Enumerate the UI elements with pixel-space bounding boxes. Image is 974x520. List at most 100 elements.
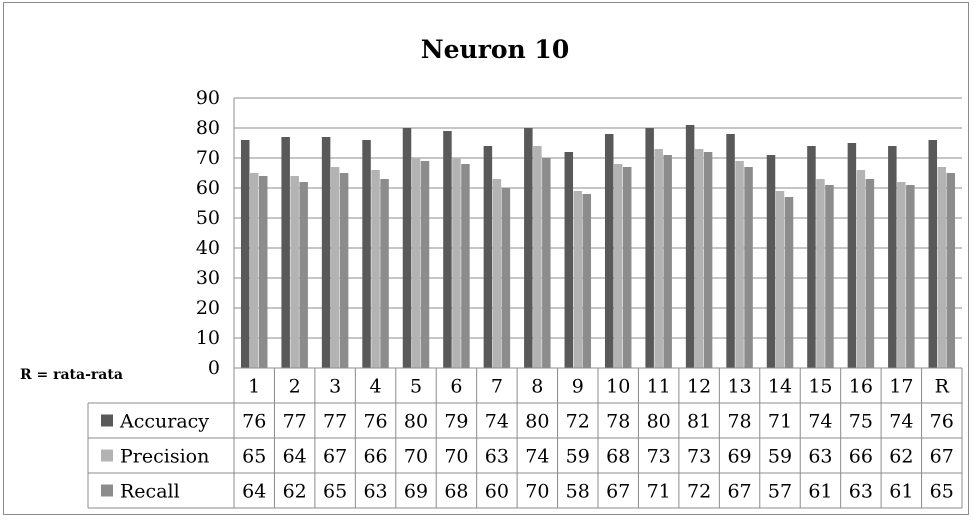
bar-accuracy-8: [524, 128, 533, 368]
bar-accuracy-11: [645, 128, 654, 368]
bar-accuracy-10: [604, 134, 614, 368]
category-label: 9: [572, 376, 584, 398]
bar-precision-5: [411, 158, 421, 368]
data-label-accuracy: 76: [242, 411, 266, 433]
data-label-precision: 59: [768, 446, 792, 468]
bar-precision-2: [290, 176, 299, 368]
bar-accuracy-1: [240, 140, 250, 368]
data-label-precision: 70: [404, 446, 428, 468]
data-label-precision: 67: [323, 446, 347, 468]
category-label: 3: [329, 376, 341, 398]
category-label: 8: [531, 376, 543, 398]
bar-precision-12: [694, 149, 704, 368]
data-label-accuracy: 79: [444, 411, 468, 433]
chart-title: Neuron 10: [421, 35, 569, 64]
bar-precision-9: [573, 191, 583, 368]
bar-precision-3: [330, 167, 340, 368]
bar-recall-16: [865, 179, 875, 368]
y-tick-label: 60: [196, 177, 220, 199]
bar-recall-15: [825, 185, 834, 368]
data-label-recall: 68: [444, 481, 468, 503]
data-label-accuracy: 80: [525, 411, 549, 433]
category-label: 17: [889, 376, 913, 398]
data-label-accuracy: 77: [323, 411, 347, 433]
bar-precision-17: [897, 182, 906, 368]
bar-recall-8: [542, 158, 551, 368]
category-label: 11: [647, 376, 671, 398]
bar-accuracy-16: [847, 143, 857, 368]
bar-accuracy-2: [281, 137, 290, 368]
category-label: 15: [808, 376, 832, 398]
bar-accuracy-13: [726, 134, 735, 368]
bar-recall-1: [258, 176, 268, 368]
data-label-accuracy: 78: [606, 411, 630, 433]
data-label-accuracy: 76: [363, 411, 387, 433]
data-label-accuracy: 74: [889, 411, 913, 433]
bar-accuracy-17: [888, 146, 897, 368]
bar-recall-5: [420, 161, 430, 368]
legend-label-precision: Precision: [120, 446, 209, 468]
data-label-precision: 59: [566, 446, 590, 468]
data-label-precision: 65: [242, 446, 266, 468]
bar-recall-R: [946, 173, 956, 368]
data-label-precision: 64: [283, 446, 307, 468]
gridlines: [233, 97, 962, 368]
bar-accuracy-6: [443, 131, 452, 368]
bar-accuracy-12: [685, 125, 695, 368]
bar-accuracy-4: [362, 140, 371, 368]
y-tick-label: 70: [196, 147, 220, 169]
bar-precision-6: [452, 158, 461, 368]
y-tick-label: 0: [208, 357, 220, 379]
data-label-precision: 66: [849, 446, 873, 468]
category-label: 12: [687, 376, 711, 398]
data-label-precision: 69: [727, 446, 751, 468]
data-label-precision: 73: [687, 446, 711, 468]
bar-recall-6: [461, 164, 470, 368]
bar-precision-10: [613, 164, 623, 368]
category-label: 7: [491, 376, 503, 398]
data-label-recall: 63: [363, 481, 387, 503]
data-label-precision: 62: [889, 446, 913, 468]
y-tick-label: 10: [196, 327, 220, 349]
data-label-accuracy: 71: [768, 411, 792, 433]
bar-recall-9: [582, 194, 592, 368]
data-label-recall: 70: [525, 481, 549, 503]
data-label-accuracy: 81: [687, 411, 711, 433]
y-tick-label: 30: [196, 267, 220, 289]
y-tick-label: 90: [196, 87, 220, 109]
bar-accuracy-5: [402, 128, 412, 368]
data-label-accuracy: 78: [727, 411, 751, 433]
category-label: 4: [370, 376, 382, 398]
bar-recall-10: [622, 167, 632, 368]
data-label-recall: 64: [242, 481, 266, 503]
bar-recall-7: [501, 188, 511, 368]
data-label-precision: 63: [808, 446, 832, 468]
bar-accuracy-R: [928, 140, 938, 368]
data-label-precision: 73: [647, 446, 671, 468]
bar-recall-17: [906, 185, 915, 368]
legend-key-precision: [101, 449, 113, 462]
data-label-recall: 67: [727, 481, 751, 503]
category-label: 10: [606, 376, 630, 398]
data-label-accuracy: 75: [849, 411, 873, 433]
category-label: R: [935, 376, 950, 398]
data-label-precision: 63: [485, 446, 509, 468]
data-label-accuracy: 72: [566, 411, 590, 433]
bar-accuracy-9: [564, 152, 574, 368]
bar-precision-4: [371, 170, 380, 368]
average-note: R = rata-rata: [20, 367, 123, 383]
bar-precision-7: [492, 179, 502, 368]
bar-recall-11: [663, 155, 672, 368]
category-label: 6: [450, 376, 462, 398]
data-label-recall: 58: [566, 481, 590, 503]
y-tick-label: 50: [196, 207, 220, 229]
legend-key-recall: [101, 484, 113, 497]
bar-recall-4: [380, 179, 389, 368]
category-label: 1: [248, 376, 260, 398]
data-label-recall: 60: [485, 481, 509, 503]
bar-recall-3: [339, 173, 349, 368]
data-label-recall: 57: [768, 481, 792, 503]
data-label-recall: 65: [930, 481, 954, 503]
